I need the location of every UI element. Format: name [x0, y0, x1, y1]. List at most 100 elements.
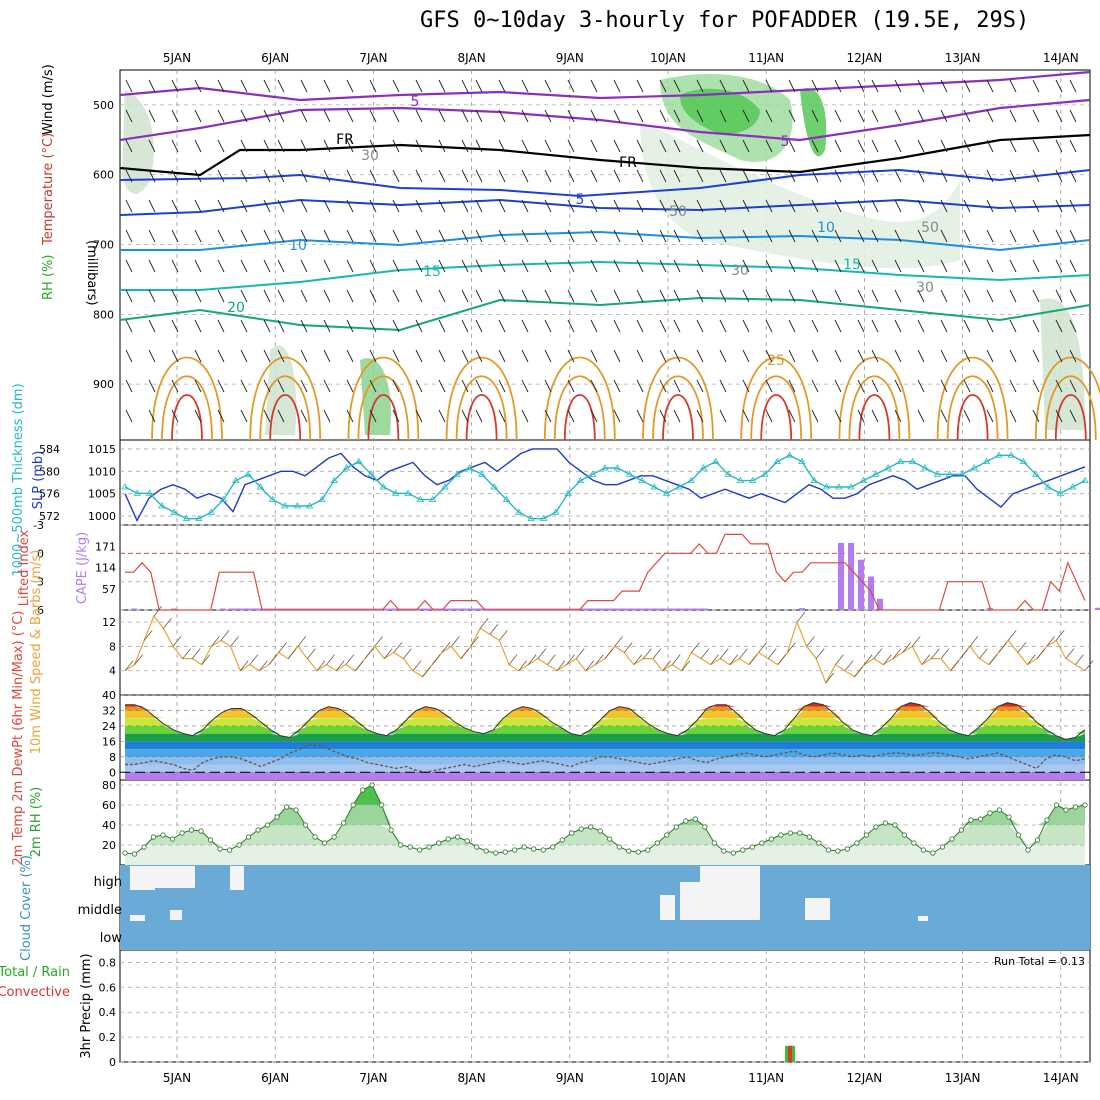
wind-barb	[461, 259, 469, 273]
rh-marker	[654, 840, 660, 846]
thickness-marker	[404, 489, 412, 496]
warm-contour	[1034, 356, 1100, 441]
wind-barb	[986, 259, 994, 273]
pressure-tick-label: 900	[93, 378, 114, 391]
cape-bar	[645, 608, 651, 610]
rh-marker	[1044, 817, 1050, 823]
warm-contour	[1044, 375, 1097, 441]
date-label-bottom: 6JAN	[261, 1071, 289, 1085]
wind-barb	[125, 109, 133, 123]
warm-contour	[946, 375, 999, 441]
wind-barb	[171, 259, 179, 273]
wind-barb	[834, 289, 842, 303]
rh-marker	[122, 850, 128, 856]
wind-barb	[719, 289, 727, 303]
wind-barb	[1032, 319, 1040, 333]
wind-barb	[171, 169, 179, 183]
wind-barb-10m	[1017, 642, 1027, 653]
wind-barb-10m	[124, 660, 134, 671]
wind-barb	[369, 409, 377, 423]
wind-barb	[788, 409, 796, 423]
warm-contour	[858, 394, 891, 441]
temperature-contour	[120, 260, 1091, 291]
cape-bar	[244, 608, 250, 610]
wind-barb	[917, 79, 925, 93]
rh-axis-label: RH (%)	[41, 255, 56, 300]
wind-barb	[673, 169, 681, 183]
thickness-marker	[761, 470, 769, 477]
wind-barb	[217, 109, 225, 123]
thickness-marker	[995, 451, 1003, 458]
rh-marker	[417, 847, 423, 853]
wind-barb	[834, 169, 842, 183]
wind-barb-10m	[1007, 630, 1017, 641]
wind-barb	[461, 229, 469, 243]
wind-barb	[1032, 139, 1040, 153]
wind-barb	[696, 199, 704, 213]
date-label-top: 13JAN	[945, 51, 981, 65]
thickness-marker	[847, 483, 855, 490]
wind-barb	[1055, 169, 1063, 183]
cape-bar	[686, 608, 692, 610]
wind-barb	[521, 139, 529, 153]
cape-bar	[439, 608, 445, 610]
rh-marker	[369, 782, 375, 788]
wind-barb	[659, 409, 667, 423]
cape-bar	[558, 608, 564, 610]
wind-barb	[217, 139, 225, 153]
cape-bar	[331, 608, 337, 610]
wind-barb	[277, 199, 285, 213]
temperature-band	[125, 706, 1085, 711]
wind-barb	[871, 349, 879, 363]
rh-marker	[531, 846, 537, 852]
wind-barb	[834, 379, 842, 393]
contour-label: 20	[227, 300, 245, 316]
wind-barb-10m	[739, 648, 748, 659]
wind-barb	[986, 289, 994, 303]
wind-barb	[148, 229, 156, 243]
wind-barb	[461, 289, 469, 303]
wind-barb	[857, 319, 865, 333]
wind-barb-10m	[489, 624, 499, 635]
cape-bar	[270, 608, 276, 610]
wind-barb	[323, 139, 331, 153]
wind-barb	[940, 259, 948, 273]
wind-barb	[346, 79, 354, 93]
cape-bar	[316, 608, 322, 610]
rh-marker	[474, 844, 480, 850]
wind-barb	[171, 79, 179, 93]
wind-barb	[1032, 79, 1040, 93]
cape-bar	[676, 608, 682, 610]
wind-barb	[1009, 199, 1017, 213]
date-label-top: 10JAN	[650, 51, 686, 65]
wind-barb	[521, 319, 529, 333]
wind-barb	[148, 109, 156, 123]
cape-axis-label: CAPE (J/kg)	[75, 532, 90, 604]
rh-marker	[692, 816, 698, 822]
wind-barb	[323, 259, 331, 273]
rh-marker	[1053, 802, 1060, 808]
wind-barb-10m	[681, 660, 691, 671]
wind-barb	[1009, 289, 1017, 303]
wind-barb	[1055, 229, 1063, 243]
cape-bar	[799, 608, 805, 610]
thickness-marker	[305, 502, 314, 509]
contour-label: 15	[423, 264, 441, 280]
cape-bar	[352, 608, 358, 610]
cape-bar	[254, 608, 260, 610]
rh-marker	[302, 822, 309, 828]
wind-barb	[765, 409, 773, 423]
wind-barb	[475, 319, 483, 333]
wind-barb	[171, 319, 179, 333]
wind-barb	[171, 199, 179, 213]
cloud-block	[700, 866, 760, 888]
wind-barb-10m	[460, 648, 470, 659]
wind-barb	[673, 139, 681, 153]
wind-barb	[323, 229, 331, 243]
wind-barb	[438, 199, 446, 213]
wind-barb	[438, 169, 446, 183]
wind-barb-10m	[863, 654, 873, 665]
wind-barb	[590, 319, 598, 333]
wind-barb	[415, 139, 423, 153]
pressure-axis-label: (millibars)	[84, 240, 99, 306]
